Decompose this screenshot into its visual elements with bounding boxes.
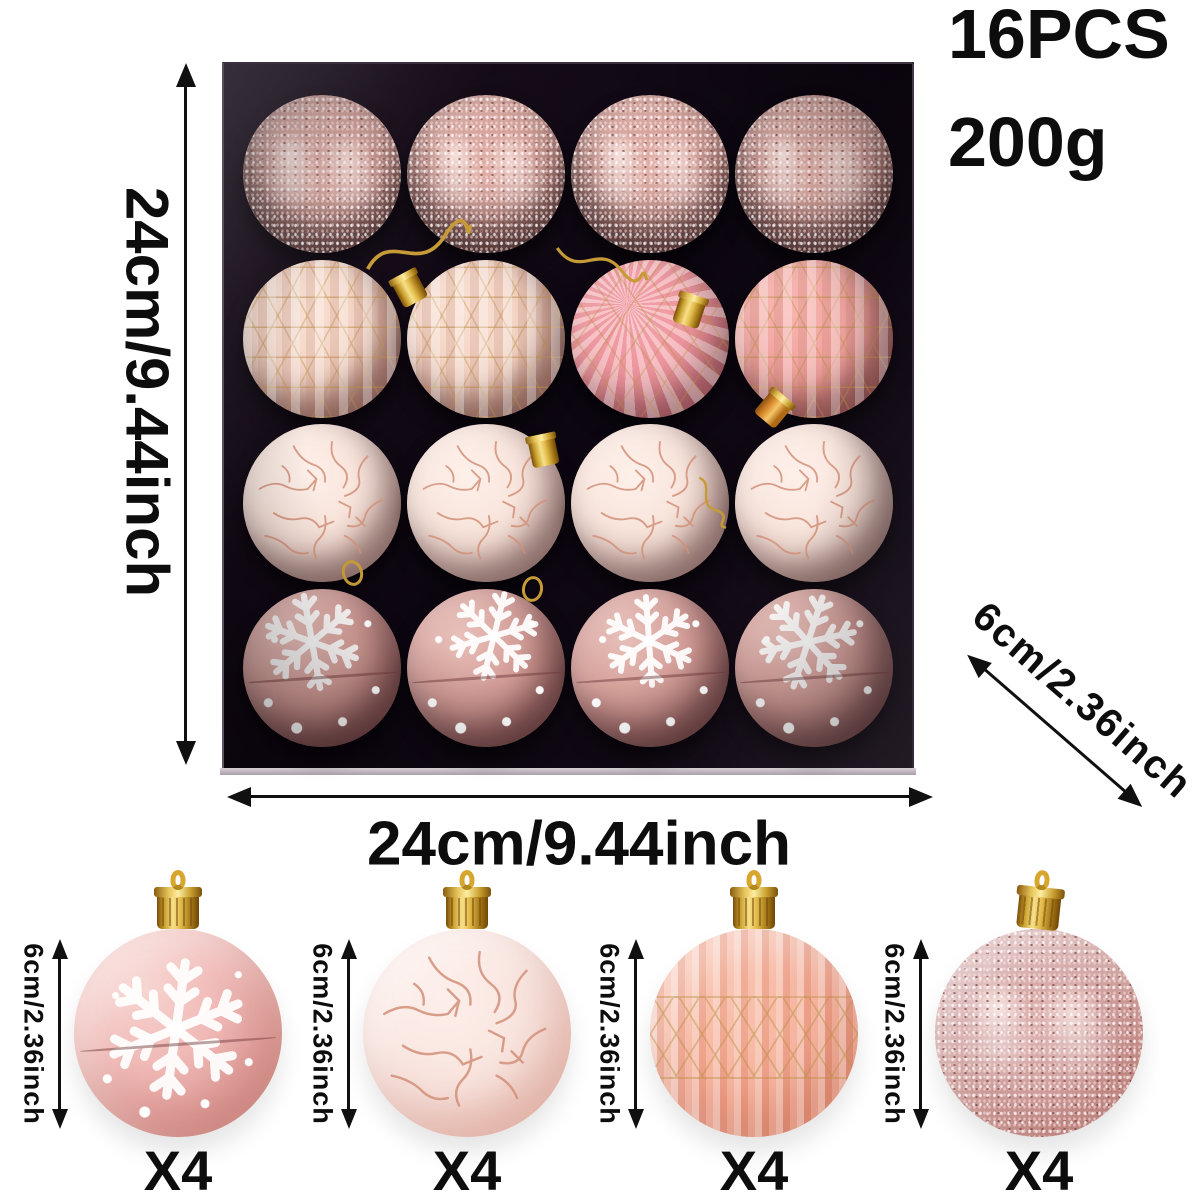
variant-snowflake: 6cm/2.36inch X4 (19, 868, 293, 1200)
ball-height-arrow (58, 958, 61, 1110)
gold-cap-icon (443, 870, 491, 929)
variant-glitter: 6cm/2.36inch X4 (880, 868, 1154, 1200)
crackle-pattern-icon (586, 441, 711, 560)
ornament-ball-glitter (243, 95, 401, 254)
variant-origami: 6cm/2.36inch X4 (595, 868, 869, 1200)
ornament-ball-geometric (407, 259, 565, 418)
width-dimension-arrow (250, 795, 910, 798)
gold-ring-icon (459, 870, 475, 890)
ornament-ball-geometric-dark (735, 259, 893, 418)
crackle-pattern-icon (750, 441, 875, 560)
ball-height-arrow (347, 958, 350, 1110)
ornament-ball-glitter (407, 95, 565, 254)
height-dimension-arrow (184, 86, 187, 742)
variant-ball-origami (650, 929, 858, 1137)
variant-crackle: 6cm/2.36inch X4 (308, 868, 582, 1200)
gold-cap-icon (154, 870, 202, 929)
crackle-pattern-icon (383, 951, 547, 1108)
product-count: 16PCS (948, 0, 1170, 73)
gold-cap-icon (1016, 869, 1062, 932)
snowflake-icon (759, 594, 857, 690)
ornament-ball-crackle (243, 424, 401, 583)
ornament-ball-snowflake (243, 588, 401, 747)
snowflake-icon (606, 593, 692, 688)
ornament-ball-crackle (571, 424, 729, 583)
snowflake-icon (264, 592, 360, 691)
ornament-gift-box (220, 62, 916, 775)
product-weight: 200g (948, 103, 1108, 181)
snowflake-icon (109, 958, 243, 1100)
snowflake-icon (449, 590, 539, 681)
gold-ring-icon (170, 870, 186, 890)
ornament-ball-snowflake (735, 588, 893, 747)
ornament-ball-crackle (735, 424, 893, 583)
ornament-ball-glitter (735, 95, 893, 254)
ornament-ball-geometric (243, 259, 401, 418)
ball-height-arrow (919, 958, 922, 1110)
gold-ring-icon (746, 870, 762, 890)
crackle-pattern-icon (258, 441, 383, 560)
ball-height-arrow (634, 958, 637, 1110)
variant-ball-snowflake (74, 929, 282, 1137)
variant-ball-crackle (363, 929, 571, 1137)
gold-string-icon (366, 219, 473, 270)
gold-string-icon (698, 476, 727, 529)
quantity-label: X4 (719, 1139, 789, 1200)
gold-cap-icon (730, 870, 778, 929)
quantity-label: X4 (432, 1139, 502, 1200)
ornament-grid (224, 64, 912, 768)
variant-ball-glitter (935, 929, 1143, 1137)
ornament-ball-snowflake (407, 588, 565, 747)
ornament-ball-snowflake (571, 588, 729, 747)
gold-ring-icon (1033, 869, 1051, 891)
quantity-label: X4 (143, 1139, 213, 1200)
ornament-ball-glitter (571, 95, 729, 254)
crackle-pattern-icon (422, 441, 547, 560)
gold-string-icon (555, 247, 649, 283)
quantity-label: X4 (1004, 1139, 1074, 1200)
ornament-ball-origami-pink (571, 259, 729, 418)
